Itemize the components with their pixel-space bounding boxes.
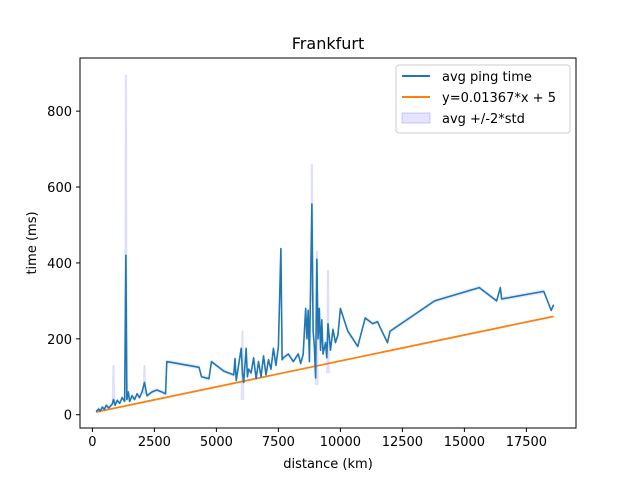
x-tick-label: 5000	[200, 435, 233, 450]
legend-label-fit: y=0.01367*x + 5	[442, 91, 556, 106]
plot-frame	[79, 57, 577, 429]
legend: avg ping time y=0.01367*x + 5 avg +/-2*s…	[395, 64, 571, 134]
y-axis: 0 200 400 600 800	[47, 105, 80, 424]
x-tick-label: 10000	[320, 435, 361, 450]
y-tick-label: 600	[47, 181, 72, 196]
avg-ping-line	[95, 203, 555, 413]
x-tick-label: 15000	[444, 435, 485, 450]
legend-label-band: avg +/-2*std	[442, 112, 525, 127]
fit-line	[95, 315, 554, 413]
legend-box	[395, 64, 571, 134]
x-tick-label: 12500	[382, 435, 423, 450]
x-tick-label: 0	[88, 435, 96, 450]
legend-swatch-band	[401, 112, 431, 124]
y-tick-label: 200	[47, 333, 72, 348]
y-tick-label: 0	[64, 409, 72, 424]
chart-title: Frankfurt	[292, 34, 364, 53]
x-axis-label: distance (km)	[283, 457, 373, 472]
x-axis: 0 2500 5000 7500 10000 12500 15000 17500	[88, 428, 547, 450]
legend-label-avg: avg ping time	[442, 70, 532, 85]
x-tick-label: 17500	[506, 435, 547, 450]
y-axis-label: time (ms)	[25, 211, 40, 274]
x-tick-label: 7500	[262, 435, 295, 450]
series-layer	[95, 203, 555, 413]
x-tick-label: 2500	[138, 435, 171, 450]
y-tick-label: 400	[47, 257, 72, 272]
std-band-spike	[111, 364, 116, 406]
y-tick-label: 800	[47, 105, 72, 120]
